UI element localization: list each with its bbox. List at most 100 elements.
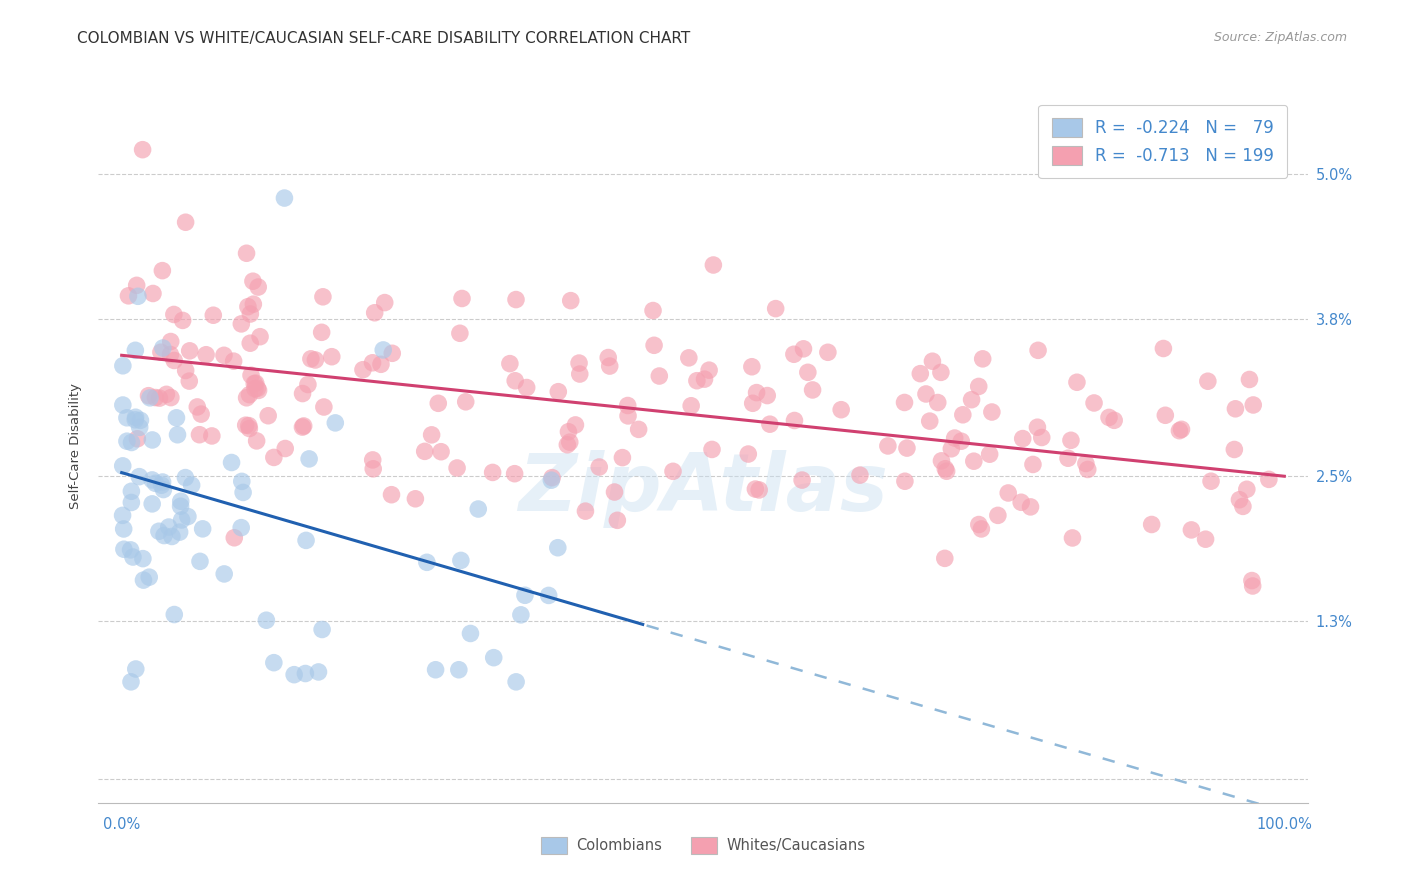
Point [934,461,956,475]
Point [1223,442,1246,457]
Point [249,329,271,343]
Point [202,308,225,322]
Point [449,326,471,341]
Point [830,402,852,417]
Point [451,292,474,306]
Point [163,607,186,622]
Point [283,667,305,681]
Point [121,435,143,450]
Point [231,475,253,489]
Point [849,468,872,483]
Point [166,410,188,425]
Text: ZipAtlas: ZipAtlas [517,450,889,528]
Point [413,444,436,458]
Point [238,418,260,433]
Point [1239,372,1261,386]
Point [967,379,990,393]
Point [195,348,218,362]
Point [603,485,626,500]
Point [516,380,538,394]
Legend: Colombians, Whites/Caucasians: Colombians, Whites/Caucasians [536,831,870,860]
Point [239,336,262,351]
Point [245,376,267,391]
Point [148,524,170,539]
Point [481,466,503,480]
Point [297,377,319,392]
Point [1180,523,1202,537]
Point [239,307,262,321]
Point [970,522,993,536]
Point [783,347,806,361]
Point [120,484,142,499]
Point [238,421,260,435]
Point [1236,483,1258,497]
Point [263,450,285,465]
Point [242,274,264,288]
Point [124,413,146,427]
Point [662,464,685,478]
Point [702,258,724,272]
Point [686,374,709,388]
Point [960,392,983,407]
Point [115,434,138,449]
Point [212,566,235,581]
Point [145,476,167,491]
Point [503,374,526,388]
Point [141,473,163,487]
Point [574,504,596,518]
Point [370,357,392,371]
Point [148,391,170,405]
Point [174,470,197,484]
Point [616,399,638,413]
Point [299,351,322,366]
Point [188,554,211,568]
Point [817,345,839,359]
Point [149,345,172,359]
Point [931,454,953,468]
Point [454,394,477,409]
Point [416,555,439,569]
Point [152,475,174,489]
Point [1229,492,1251,507]
Point [373,343,395,357]
Point [1170,422,1192,436]
Point [783,413,806,427]
Point [467,502,489,516]
Point [1083,396,1105,410]
Point [482,650,505,665]
Point [700,442,723,457]
Point [273,191,295,205]
Point [612,450,634,465]
Point [979,447,1001,461]
Point [801,383,824,397]
Point [537,589,560,603]
Point [117,289,139,303]
Point [499,357,522,371]
Point [918,414,941,428]
Point [352,362,374,376]
Point [243,382,266,396]
Point [568,356,591,370]
Point [678,351,700,365]
Point [150,263,173,277]
Point [404,491,426,506]
Point [294,666,316,681]
Point [174,363,197,377]
Point [617,409,640,423]
Point [1098,410,1121,425]
Point [257,409,280,423]
Point [247,280,270,294]
Point [312,290,335,304]
Point [170,494,193,508]
Point [1019,500,1042,514]
Point [513,588,536,602]
Point [222,354,245,368]
Point [238,387,260,401]
Point [641,303,664,318]
Point [950,434,973,449]
Point [564,417,586,432]
Point [180,478,202,492]
Point [1197,374,1219,388]
Point [111,508,134,523]
Point [1060,434,1083,448]
